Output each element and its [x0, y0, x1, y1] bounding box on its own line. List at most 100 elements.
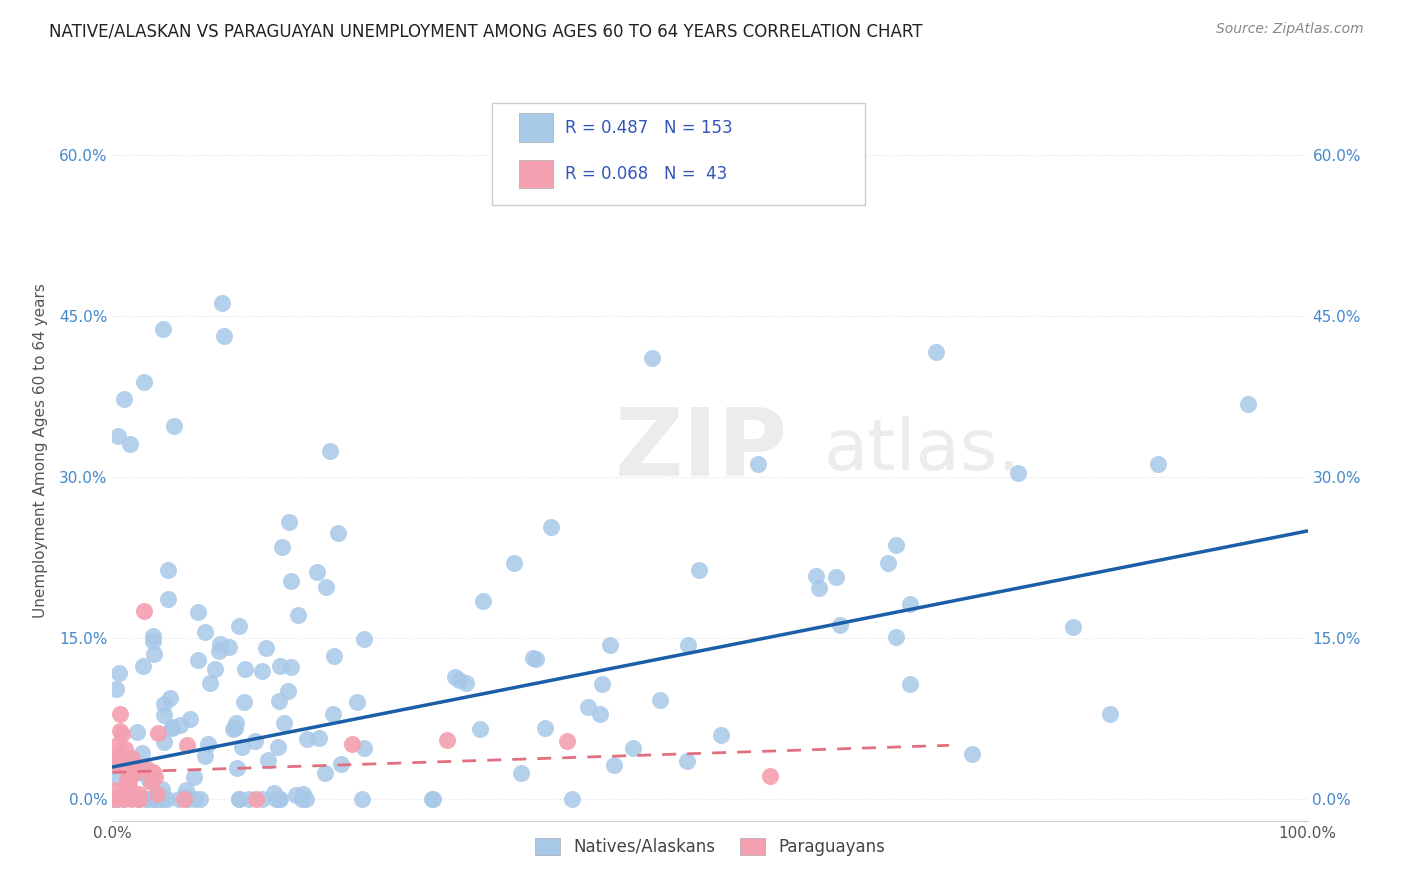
Point [103, 792, 125, 806]
Point [510, 766, 533, 780]
Point [136, 792, 159, 806]
Point [132, 659, 155, 673]
Point [561, 792, 583, 806]
Point [187, 606, 209, 620]
Point [117, 773, 139, 788]
Point [224, 721, 246, 735]
Point [233, 695, 256, 709]
Point [142, 629, 165, 643]
Point [589, 707, 612, 722]
Point [270, 540, 292, 554]
Point [153, 707, 176, 722]
Point [252, 664, 274, 678]
Point [112, 781, 135, 796]
Point [287, 608, 309, 623]
Point [472, 594, 495, 608]
Point [118, 780, 141, 794]
Point [107, 429, 129, 443]
Point [1147, 457, 1170, 471]
Point [314, 765, 336, 780]
Point [280, 574, 302, 589]
Point [143, 792, 166, 806]
Point [174, 783, 197, 797]
Point [194, 625, 217, 640]
Point [277, 684, 299, 698]
Point [297, 731, 319, 746]
Point [329, 756, 352, 771]
Point [108, 706, 131, 721]
Point [307, 565, 329, 579]
Point [105, 738, 128, 752]
Point [177, 792, 200, 806]
Y-axis label: Unemployment Among Ages 60 to 64 years: Unemployment Among Ages 60 to 64 years [32, 283, 48, 618]
Point [146, 726, 169, 740]
Point [131, 746, 153, 760]
Point [285, 788, 308, 802]
Point [156, 592, 179, 607]
Point [228, 619, 250, 633]
Point [122, 766, 145, 780]
Point [155, 792, 177, 806]
Point [104, 792, 127, 806]
Point [108, 666, 131, 681]
Point [173, 792, 195, 806]
Point [294, 792, 316, 806]
Point [160, 721, 183, 735]
Point [125, 725, 148, 739]
Point [111, 747, 134, 762]
Point [105, 792, 128, 806]
Point [449, 673, 471, 688]
Point [898, 597, 921, 611]
Point [187, 653, 209, 667]
Point [143, 648, 166, 662]
Point [118, 437, 141, 451]
Point [204, 662, 226, 676]
Point [524, 652, 547, 666]
Point [326, 526, 349, 541]
Point [142, 764, 165, 779]
Point [747, 457, 769, 471]
Point [198, 675, 221, 690]
Point [641, 351, 664, 365]
Point [115, 776, 138, 790]
Point [128, 792, 150, 806]
Point [142, 792, 165, 806]
Point [108, 723, 131, 738]
Point [759, 769, 782, 783]
Point [256, 754, 278, 768]
Text: Source: ZipAtlas.com: Source: ZipAtlas.com [1216, 22, 1364, 37]
Point [267, 740, 290, 755]
Point [176, 739, 198, 753]
Point [322, 707, 344, 722]
Point [522, 651, 544, 665]
Point [269, 792, 291, 806]
Point [898, 677, 921, 691]
Point [877, 556, 900, 570]
Text: atlas.: atlas. [824, 416, 1021, 485]
Point [169, 718, 191, 732]
Point [315, 581, 337, 595]
Point [540, 520, 562, 534]
Point [208, 637, 231, 651]
Point [1236, 397, 1258, 411]
Point [104, 770, 127, 784]
Point [444, 671, 467, 685]
Point [152, 697, 174, 711]
Point [352, 792, 374, 806]
Point [184, 792, 207, 806]
Point [214, 328, 236, 343]
Point [194, 749, 217, 764]
Point [167, 792, 190, 806]
Point [676, 639, 699, 653]
Point [269, 694, 291, 708]
Point [114, 786, 136, 800]
Point [222, 723, 245, 737]
Point [152, 792, 174, 806]
Point [273, 715, 295, 730]
Point [111, 792, 134, 806]
Point [105, 792, 128, 806]
Point [254, 641, 277, 656]
Point [808, 581, 831, 595]
Point [1062, 620, 1084, 634]
Legend: Natives/Alaskans, Paraguayans: Natives/Alaskans, Paraguayans [526, 830, 894, 864]
